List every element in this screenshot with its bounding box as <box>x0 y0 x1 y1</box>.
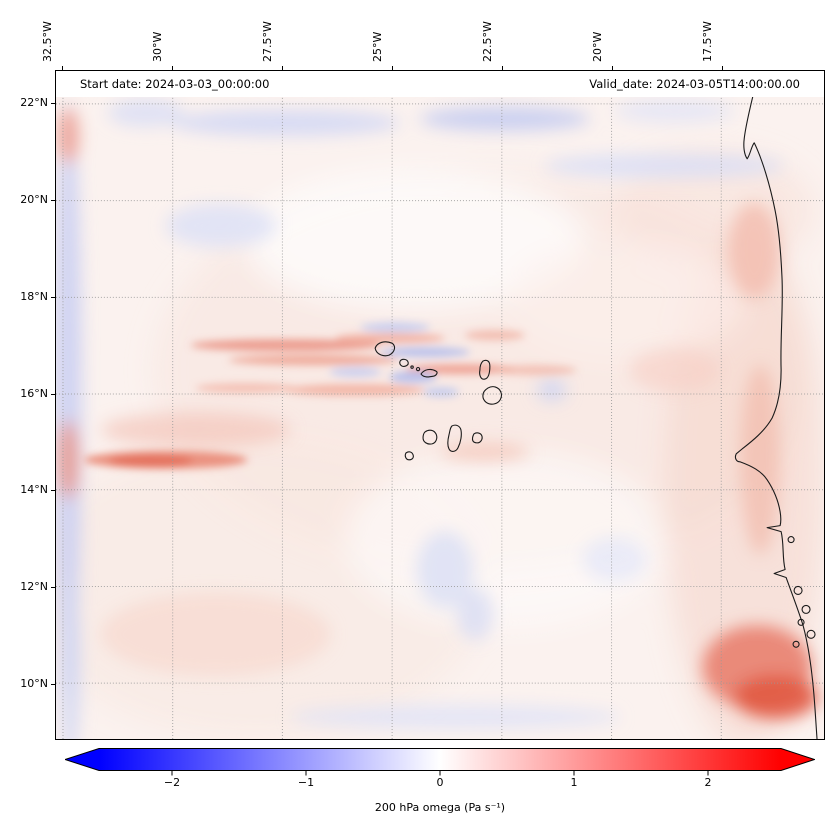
tick-mark <box>51 587 55 588</box>
x-tick-label-22-5w: 22.5°W <box>480 21 494 62</box>
tick-mark <box>51 394 55 395</box>
y-tick-label-22n: 22°N <box>20 96 48 109</box>
start-date-label: Start date: 2024-03-03_00:00:00 <box>80 77 270 91</box>
x-tick-label-32-5w: 32.5°W <box>40 21 54 62</box>
tick-mark <box>502 66 503 70</box>
tick-mark <box>51 297 55 298</box>
tick-mark <box>51 490 55 491</box>
y-tick-label-18n: 18°N <box>20 290 48 303</box>
colorbar-tick-label-1: 1 <box>570 776 578 789</box>
tick-mark <box>172 66 173 70</box>
y-tick-label-20n: 20°N <box>20 193 48 206</box>
tick-mark <box>612 66 613 70</box>
y-tick-label-16n: 16°N <box>20 387 48 400</box>
colorbar-tick-marks <box>171 771 709 776</box>
africa-coastline <box>734 71 818 739</box>
tick-mark <box>62 66 63 70</box>
date-header-strip: Start date: 2024-03-03_00:00:00 Valid_da… <box>56 71 824 97</box>
x-tick-label-25w: 25°W <box>370 31 384 62</box>
y-tick-label-14n: 14°N <box>20 483 48 496</box>
colorbar-tick-label-neg1: −1 <box>297 776 315 789</box>
tick-mark <box>392 66 393 70</box>
y-tick-label-12n: 12°N <box>20 580 48 593</box>
tick-mark <box>51 103 55 104</box>
tick-mark <box>722 66 723 70</box>
tick-mark <box>51 200 55 201</box>
x-tick-label-20w: 20°W <box>590 31 604 62</box>
omega-field-map <box>56 71 824 739</box>
y-tick-label-10n: 10°N <box>20 677 48 690</box>
colorbar <box>65 748 815 776</box>
x-tick-label-30w: 30°W <box>150 31 164 62</box>
graticule-gridlines <box>56 71 824 739</box>
map-plot-area: Start date: 2024-03-03_00:00:00 Valid_da… <box>55 70 825 740</box>
colorbar-gradient-bar <box>65 748 815 771</box>
omega-wave-streaks <box>83 322 577 469</box>
omega-anomaly-blobs <box>56 98 819 739</box>
colorbar-tick-label-neg2: −2 <box>163 776 181 789</box>
colorbar-tick-label-2: 2 <box>704 776 712 789</box>
valid-date-label: Valid_date: 2024-03-05T14:00:00.00 <box>589 77 800 91</box>
colorbar-axis-label: 200 hPa omega (Pa s⁻¹) <box>374 801 506 814</box>
x-tick-label-27-5w: 27.5°W <box>260 21 274 62</box>
tick-mark <box>51 684 55 685</box>
colorbar-tick-label-0: 0 <box>436 776 444 789</box>
cape-verde-islands <box>374 341 502 461</box>
x-tick-label-17-5w: 17.5°W <box>700 21 714 62</box>
tick-mark <box>282 66 283 70</box>
